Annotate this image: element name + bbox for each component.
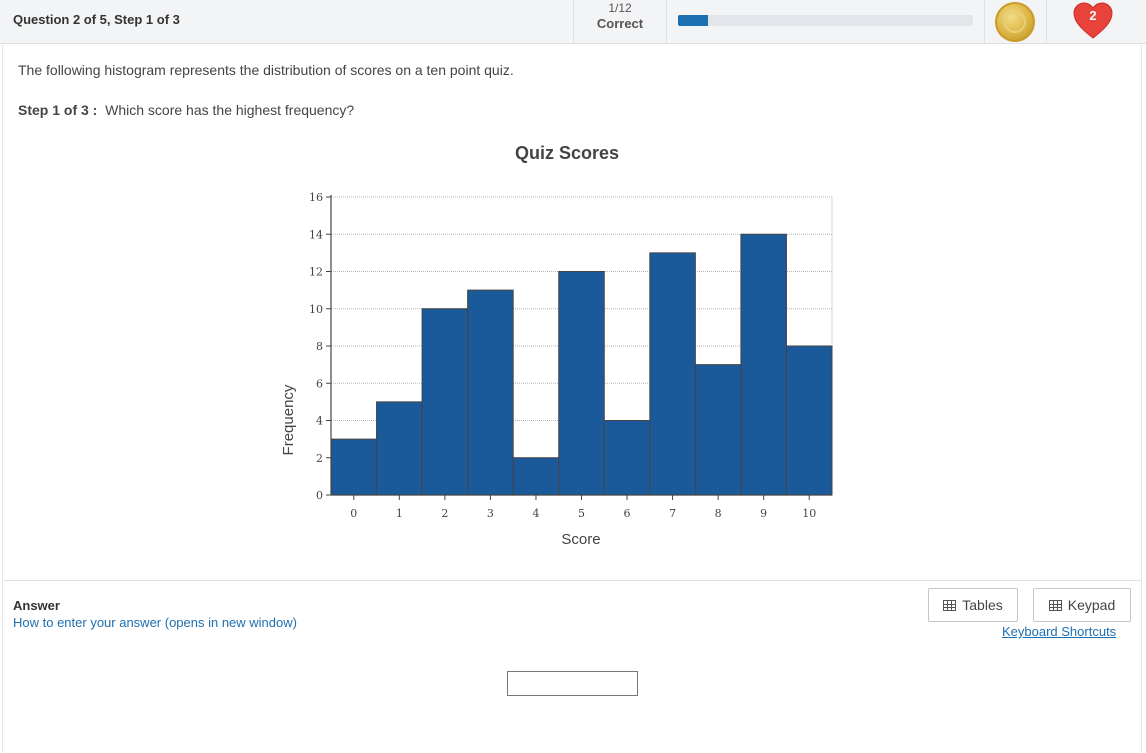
heart-icon[interactable] — [1072, 2, 1114, 40]
x-tick-label: 8 — [715, 507, 722, 520]
x-tick-label: 4 — [532, 507, 539, 520]
histogram-bar — [376, 401, 423, 496]
header-divider — [984, 0, 985, 44]
y-tick-label: 4 — [316, 415, 323, 428]
chart-title: Quiz Scores — [515, 143, 619, 163]
keypad-button-label: Keypad — [1067, 597, 1116, 613]
x-tick-label: 2 — [441, 507, 448, 520]
answer-separator — [3, 580, 1142, 581]
chart-bars — [330, 233, 833, 496]
coin-inner-ring — [1004, 11, 1026, 33]
histogram-bar — [512, 457, 560, 496]
tables-button[interactable]: Tables — [928, 588, 1018, 622]
y-tick-label: 2 — [316, 452, 323, 465]
question-prompt: The following histogram represents the d… — [18, 62, 514, 78]
x-tick-label: 10 — [802, 507, 816, 520]
table-icon — [943, 599, 957, 611]
histogram-bar — [603, 420, 651, 496]
histogram-bar — [558, 271, 605, 496]
answer-help-link[interactable]: How to enter your answer (opens in new w… — [13, 615, 297, 630]
y-tick-label: 6 — [316, 377, 323, 390]
y-tick-label: 0 — [316, 489, 323, 502]
tables-button-label: Tables — [962, 597, 1003, 613]
keyboard-shortcuts-link[interactable]: Keyboard Shortcuts — [1002, 624, 1117, 639]
y-tick-label: 12 — [309, 266, 323, 279]
y-tick-label: 14 — [309, 228, 323, 241]
x-tick-label: 5 — [578, 507, 585, 520]
keypad-button[interactable]: Keypad — [1033, 588, 1131, 622]
histogram-bar — [694, 364, 742, 496]
x-tick-label: 3 — [487, 507, 494, 520]
histogram-bar — [421, 308, 469, 496]
question-title: Question 2 of 5, Step 1 of 3 — [13, 12, 180, 27]
histogram-bar — [330, 438, 378, 496]
header-divider — [573, 0, 574, 44]
question-panel — [2, 45, 1142, 753]
y-tick-label: 16 — [309, 191, 323, 204]
histogram-bar — [649, 252, 696, 496]
histogram-bar — [785, 345, 833, 496]
y-tick-label: 8 — [316, 340, 323, 353]
answer-label: Answer — [13, 598, 60, 613]
x-axis-label: Score — [561, 531, 600, 548]
keypad-icon — [1048, 599, 1062, 611]
progress-bar — [678, 15, 973, 26]
x-tick-label: 1 — [396, 507, 403, 520]
score-box: 1/12 Correct — [574, 0, 666, 44]
score-status: Correct — [596, 16, 644, 31]
x-tick-label: 9 — [760, 507, 767, 520]
header-divider — [666, 0, 667, 44]
histogram-bar — [740, 233, 787, 496]
x-tick-label: 0 — [350, 507, 357, 520]
x-tick-label: 7 — [669, 507, 676, 520]
x-tick-label: 6 — [624, 507, 631, 520]
step-text: Which score has the highest frequency? — [105, 102, 355, 118]
header-divider — [1046, 0, 1047, 44]
score-fraction: 1/12 — [608, 1, 632, 15]
y-axis-label: Frequency — [280, 384, 297, 455]
coin-icon[interactable] — [995, 2, 1035, 42]
step-label: Step 1 of 3 : — [18, 102, 98, 118]
lives-count: 2 — [1089, 8, 1097, 23]
answer-input[interactable] — [507, 671, 638, 696]
y-tick-label: 10 — [309, 303, 323, 316]
top-bar: Question 2 of 5, Step 1 of 3 1/12 Correc… — [0, 0, 1146, 44]
step-instruction: Step 1 of 3 : Which score has the highes… — [18, 102, 354, 118]
progress-bar-fill — [678, 15, 708, 26]
histogram-bar — [467, 289, 514, 496]
